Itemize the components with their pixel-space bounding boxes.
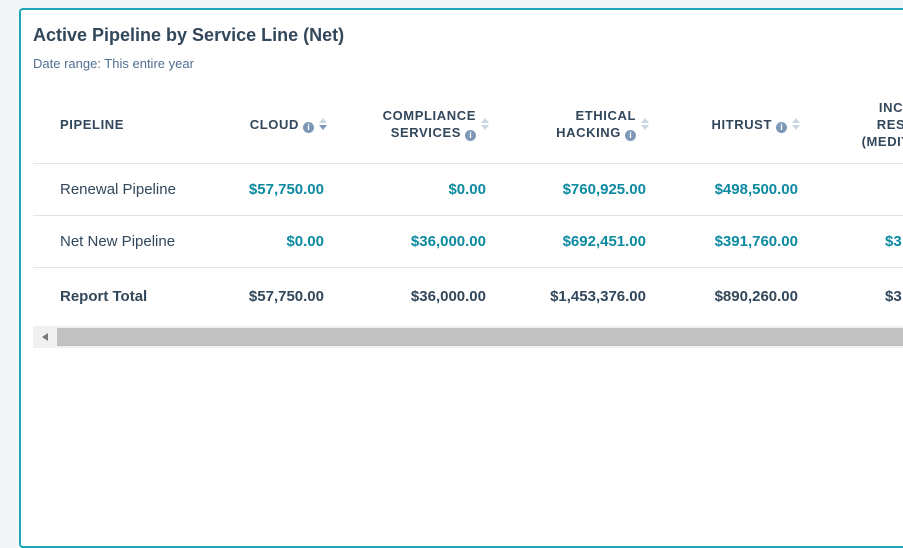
report-title: Active Pipeline by Service Line (Net) [33,25,345,45]
report-card: Active Pipeline by Service Line (Net) Da… [19,8,903,548]
hitrust-value[interactable]: $498,500.00 [714,181,798,198]
report-total-row: Report Total $57,750.00 $36,000.00 $1,45… [33,267,903,326]
column-header-cloud[interactable]: CLOUD i [223,84,327,164]
cloud-value[interactable]: $0.00 [286,233,324,250]
cloud-total: $57,750.00 [248,288,324,305]
compliance-total: $36,000.00 [410,288,486,305]
scroll-left-arrow-icon[interactable] [33,326,57,348]
ethical-hacking-value[interactable]: $760,925.00 [562,181,646,198]
compliance-value[interactable]: $0.00 [448,181,486,198]
column-header-compliance-services[interactable]: COMPLIANCE SERVICES i [363,84,489,164]
report-total-label: Report Total [60,288,148,305]
info-icon[interactable]: i [625,130,636,141]
column-header-ethical-hacking[interactable]: ETHICAL HACKING i [523,84,649,164]
sort-arrows-icon[interactable] [641,118,649,130]
table-row: Renewal Pipeline $57,750.00 $0.00 $760,9… [33,163,903,216]
info-icon[interactable]: i [303,121,314,133]
scrollbar-thumb[interactable] [57,328,903,346]
hitrust-total: $890,260.00 [714,288,798,305]
table-row: Net New Pipeline $0.00 $36,000.00 $692,4… [33,215,903,268]
compliance-value[interactable]: $36,000.00 [410,233,486,250]
date-range-label: Date range: This entire year [33,56,194,71]
column-header-pipeline[interactable]: PIPELINE [60,116,125,132]
cloud-value[interactable]: $57,750.00 [248,181,324,198]
ethical-hacking-value[interactable]: $692,451.00 [562,233,646,250]
info-icon[interactable]: i [465,130,476,141]
sort-arrows-icon[interactable] [792,118,800,130]
inc-total: $3 [885,288,902,305]
inc-value[interactable]: $3 [885,233,902,250]
hitrust-value[interactable]: $391,760.00 [714,233,798,250]
sort-arrows-icon[interactable] [319,118,327,130]
horizontal-scrollbar[interactable] [33,326,903,348]
info-icon[interactable]: i [776,121,787,133]
ethical-hacking-total: $1,453,376.00 [550,288,646,305]
row-label: Renewal Pipeline [60,181,176,198]
row-label: Net New Pipeline [60,233,176,250]
column-header-hitrust[interactable]: HITRUST i [683,84,800,164]
sort-arrows-icon[interactable] [481,118,489,130]
